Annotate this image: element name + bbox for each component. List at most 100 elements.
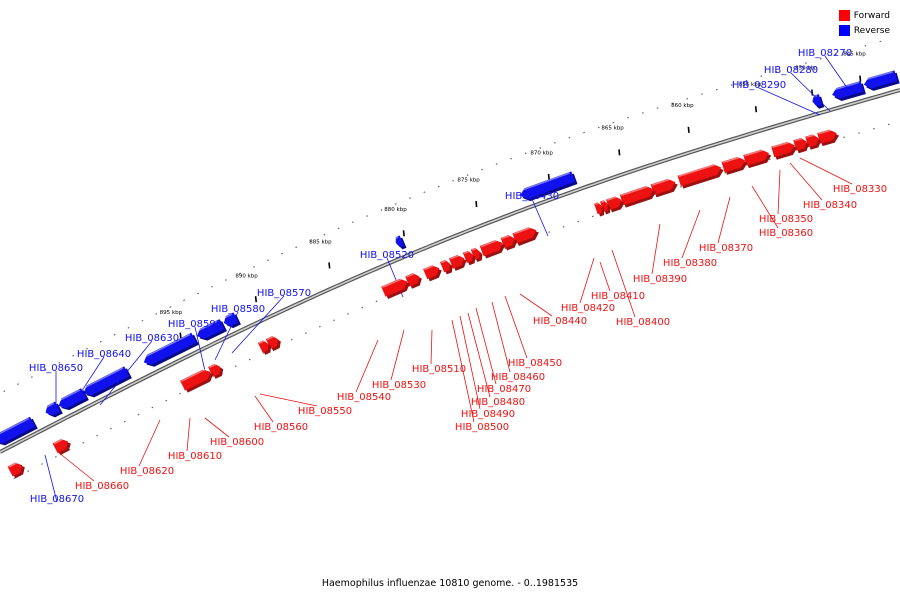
gene-body — [721, 156, 746, 173]
forward-swatch — [838, 10, 850, 21]
gene-HIB_08640 — [57, 388, 89, 411]
gene-body — [470, 247, 480, 260]
gene-body — [619, 186, 654, 206]
gene-body — [196, 319, 225, 339]
gene-label-leader — [390, 329, 405, 381]
gene-label: HIB_08340 — [803, 200, 857, 211]
gene-HIB_08370 — [743, 148, 772, 169]
gene-sheen — [595, 202, 599, 206]
gene-sheen — [382, 277, 405, 288]
gene-label: HIB_08580 — [211, 304, 265, 315]
gene-HIB_08670 — [0, 416, 38, 446]
gene-HIB_08420 — [606, 195, 625, 213]
gene-label: HIB_08480 — [471, 397, 525, 408]
gene-label: HIB_08660 — [75, 481, 129, 492]
gene-body — [606, 196, 622, 210]
gene-label: HIB_08360 — [759, 228, 813, 239]
axis-tick-mark — [328, 262, 331, 269]
gene-label: HIB_08390 — [633, 274, 687, 285]
axis-tick-label: 855 kbp — [739, 82, 762, 88]
axis-tick-label: 875 kbp — [457, 178, 480, 184]
gene-sheen — [463, 250, 470, 254]
gene-sheen — [82, 367, 124, 390]
gene-label-leader — [459, 315, 481, 410]
gene-sheen — [480, 238, 500, 248]
axis-tick-mark — [811, 89, 814, 96]
axis-tick-label: 895 kbp — [160, 310, 183, 316]
gene-HIB_08460 — [512, 226, 539, 246]
gene-sheen — [772, 141, 792, 149]
axis-tick-mark — [754, 106, 758, 113]
genome-axis-highlight — [0, 89, 900, 453]
gene-label-leader — [599, 261, 611, 292]
axis-tick-label: 865 kbp — [601, 126, 624, 132]
gene-body — [440, 259, 451, 273]
gene-sheen — [8, 461, 19, 468]
gene-label: HIB_08570 — [257, 288, 311, 299]
gene-HIB_08330 — [817, 128, 839, 147]
gene-label: HIB_08510 — [412, 364, 466, 375]
gene-label: HIB_08350 — [759, 214, 813, 225]
gene-HIB_08410 — [619, 185, 656, 208]
gene-HIB_08380 — [721, 156, 748, 175]
gene-sheen — [678, 163, 719, 178]
gene-label: HIB_08290 — [732, 80, 786, 91]
gene-body — [805, 134, 819, 148]
legend-forward-label: Forward — [853, 10, 890, 21]
gene-HIB_08390 — [677, 163, 724, 189]
gene-body — [265, 336, 279, 350]
gene-HIB_08630 — [82, 366, 132, 398]
gene-body — [817, 129, 837, 144]
axis-tick-label: 880 kbp — [384, 207, 407, 213]
gene-label-leader — [751, 185, 779, 229]
gene-label-leader — [254, 395, 274, 423]
gene-label: HIB_08410 — [591, 291, 645, 302]
axis-tick-mark — [618, 149, 621, 156]
gene-HIB_edge — [7, 461, 25, 479]
gene-label: HIB_08520 — [360, 250, 414, 261]
reverse-track-guide — [0, 39, 886, 395]
axis-tick-mark — [402, 230, 405, 237]
gene-HIB_08280 — [831, 80, 866, 102]
gene-HIB_08540 — [423, 264, 442, 282]
gene-HIB_08530 — [440, 259, 453, 275]
gene-HIB_08660 — [180, 368, 214, 393]
gene-label: HIB_08490 — [461, 409, 515, 420]
gene-label: HIB_08460 — [491, 372, 545, 383]
gene-HIB_08520 — [394, 235, 407, 250]
gene-label: HIB_08590 — [168, 319, 222, 330]
gene-body — [208, 363, 221, 377]
gene-HIB_08290 — [811, 94, 825, 109]
gene-label: HIB_08440 — [533, 316, 587, 327]
gene-sheen — [406, 272, 416, 278]
gene-body — [743, 149, 769, 166]
gene-body — [462, 250, 473, 264]
gene-body — [0, 416, 36, 444]
axis-tick-label: 885 kbp — [309, 240, 332, 246]
gene-HIB_08600 — [265, 335, 281, 352]
axis-tick-label: 870 kbp — [530, 150, 553, 156]
axis-tick-label: 845 kbp — [843, 52, 866, 58]
gene-label-leader — [504, 295, 528, 359]
gene-sheen — [513, 226, 534, 235]
gene-label-leader — [681, 209, 701, 259]
gene-label: HIB_08670 — [30, 494, 84, 505]
gene-sheen — [818, 128, 834, 135]
gene-label-leader — [71, 356, 105, 407]
gene-body — [650, 178, 676, 195]
gene-HIB_08560 — [381, 277, 410, 299]
gene-label: HIB_08430 — [505, 191, 559, 202]
gene-label: HIB_08380 — [663, 258, 717, 269]
gene-HIB_08360 — [771, 141, 798, 160]
gene-label-leader — [57, 451, 95, 482]
gene-label: HIB_08450 — [508, 358, 562, 369]
gene-body — [257, 340, 269, 353]
gene-sheen — [0, 417, 29, 438]
axis-tick-mark — [179, 332, 182, 339]
gene-label-leader — [790, 72, 831, 112]
gene-label-leader — [204, 417, 230, 438]
gene-HIB_08350 — [793, 137, 810, 154]
gene-HIB_08580 — [195, 319, 227, 341]
